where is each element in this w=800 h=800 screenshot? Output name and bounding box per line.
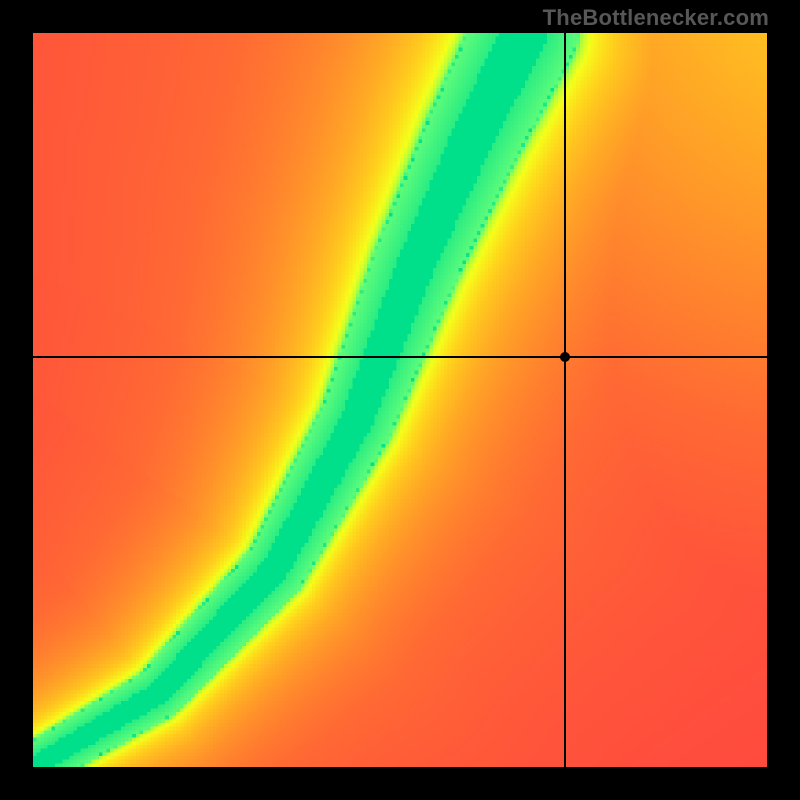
chart-container: TheBottlenecker.com bbox=[0, 0, 800, 800]
bottleneck-heatmap bbox=[33, 33, 767, 767]
crosshair-horizontal bbox=[33, 356, 767, 358]
crosshair-vertical bbox=[564, 33, 566, 767]
watermark-text: TheBottlenecker.com bbox=[543, 5, 769, 31]
